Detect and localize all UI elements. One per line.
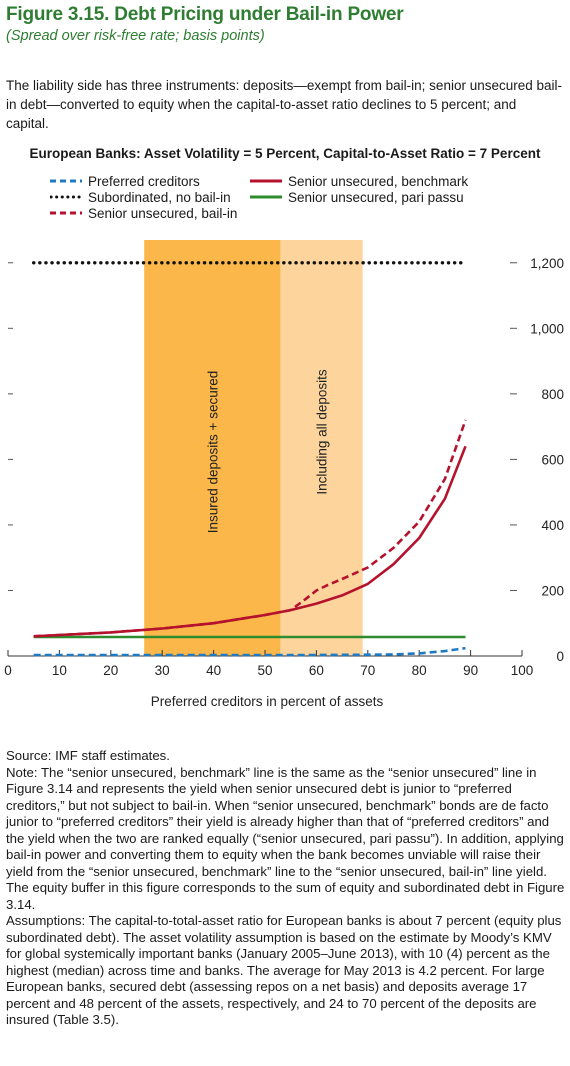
line-chart: Insured deposits + secured Including all … [4,240,564,709]
legend-label: Senior unsecured, bail-in [88,206,238,221]
x-tick-label: 30 [155,663,170,678]
legend-label: Subordinated, no bail-in [88,190,231,205]
series-line-senior-unsecured-bail-in [33,419,467,638]
legend-swatch [50,179,82,183]
figure-notes: Source: IMF staff estimates. Note: The “… [6,748,566,1029]
x-tick-label: 50 [257,663,272,678]
shaded-region [144,240,281,656]
legend-swatch [50,211,82,215]
intro-paragraph: The liability side has three instruments… [6,78,563,131]
source-note: Source: IMF staff estimates. [6,748,170,763]
figure-title: Figure 3.15. Debt Pricing under Bail-in … [6,4,404,25]
assumptions-paragraph: Assumptions: The capital-to-total-asset … [6,913,562,1027]
chart-title: European Banks: Asset Volatility = 5 Per… [29,146,541,161]
legend-label: Preferred creditors [88,174,200,189]
y-tick-label: 1,000 [530,321,564,336]
x-tick-label: 90 [463,663,478,678]
series-line-senior-unsecured-benchmark [33,445,467,638]
x-tick-label: 20 [103,663,118,678]
legend-label: Senior unsecured, pari passu [288,190,464,205]
x-tick-label: 70 [360,663,375,678]
shaded-region-label: Including all deposits [315,369,330,495]
y-tick-label: 0 [556,649,564,664]
shaded-region-label: Insured deposits + secured [205,371,220,533]
legend-swatch [250,195,282,199]
legend-label: Senior unsecured, benchmark [288,174,469,189]
y-tick-label: 400 [541,518,564,533]
x-tick-label: 80 [412,663,427,678]
x-tick-label: 60 [309,663,324,678]
legend-swatch [50,195,82,199]
y-tick-label: 600 [541,452,564,467]
y-tick-label: 1,200 [530,256,564,271]
series-line-preferred-creditors [33,646,466,657]
x-tick-label: 10 [52,663,67,678]
x-tick-label: 100 [511,663,534,678]
note-paragraph: Note: The “senior unsecured, benchmark” … [6,764,565,912]
x-axis-title: Preferred creditors in percent of assets [151,694,384,709]
y-tick-label: 200 [541,583,564,598]
y-tick-label: 800 [541,387,564,402]
figure-subtitle: (Spread over risk-free rate; basis point… [6,28,265,44]
legend-swatch [250,179,282,183]
x-tick-label: 0 [4,663,12,678]
x-tick-label: 40 [206,663,221,678]
